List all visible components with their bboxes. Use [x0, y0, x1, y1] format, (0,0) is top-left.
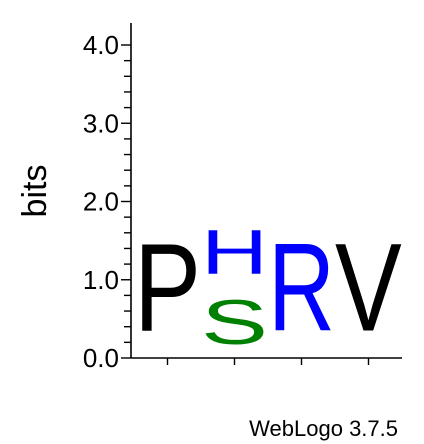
logo-letter-h: H	[201, 217, 268, 288]
y-axis: 0.0 1.0 2.0 3.0 4.0	[83, 23, 132, 373]
logo-letter-p: P	[134, 218, 201, 358]
y-tick-label: 2.0	[83, 187, 119, 217]
logo-stacks: P SH R V	[134, 217, 402, 358]
x-axis	[131, 357, 402, 365]
footer-credit: WebLogo 3.7.5	[249, 416, 398, 441]
y-tick-label: 4.0	[83, 30, 119, 60]
y-tick-label: 0.0	[83, 343, 119, 373]
y-tick-label: 1.0	[83, 265, 119, 295]
logo-letter-v: V	[335, 217, 402, 358]
logo-letter-r: R	[268, 218, 335, 358]
logo-letter-s: S	[201, 287, 268, 358]
y-tick-label: 3.0	[83, 108, 119, 138]
y-axis-label: bits	[16, 165, 54, 218]
